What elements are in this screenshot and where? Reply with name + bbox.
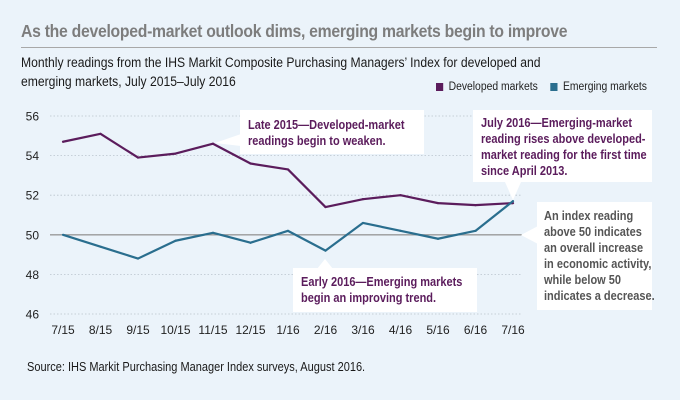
annotation-line: An index reading (544, 209, 634, 223)
x-axis-ticks: 7/15 8/15 9/15 10/15 11/15 12/15 1/16 2/16 3/16 4… (51, 323, 525, 337)
emerging-data-point (436, 237, 440, 240)
x-tick-label: 8/15 (89, 323, 113, 337)
legend-label-developed: Developed markets (448, 81, 538, 93)
pointer-july-2016 (505, 182, 521, 200)
developed-data-point (249, 162, 252, 165)
annotation-early-2016: Early 2016—Emerging markets begin an imp… (293, 268, 477, 312)
legend: Developed markets Emerging markets (436, 81, 647, 93)
x-tick-label: 4/16 (389, 323, 413, 337)
emerging-data-point (211, 231, 215, 234)
y-axis-ticks: 46 48 50 52 54 56 (26, 110, 40, 322)
emerging-data-point (61, 233, 65, 236)
x-tick-label: 9/15 (126, 323, 150, 337)
title-divider (21, 47, 657, 48)
developed-data-point (174, 152, 177, 155)
y-tick-label: 56 (26, 110, 40, 124)
legend-swatch-developed (436, 83, 444, 91)
emerging-data-point (361, 221, 365, 225)
chart-subtitle: Monthly readings from the IHS Markit Com… (21, 55, 541, 89)
annotation-line: begin an improving trend. (301, 291, 437, 305)
emerging-data-point (286, 229, 290, 232)
y-tick-label: 48 (26, 268, 40, 282)
annotation-late-2015: Late 2015—Developed-market readings begi… (240, 110, 424, 154)
annotation-index-note: An index reading above 50 indicates an o… (537, 202, 655, 310)
developed-data-point (436, 202, 440, 205)
developed-data-point (61, 140, 65, 143)
emerging-data-point (511, 200, 515, 203)
x-tick-label: 7/16 (501, 323, 525, 337)
annotation-line: above 50 indicates (544, 225, 642, 239)
x-tick-label: 11/15 (198, 323, 227, 337)
annotation-line: indicates a decrease. (544, 289, 655, 303)
emerging-data-point (399, 229, 402, 232)
x-tick-label: 7/15 (51, 323, 75, 337)
x-tick-label: 1/16 (276, 323, 300, 337)
developed-data-point (324, 205, 327, 209)
x-tick-label: 6/16 (464, 323, 488, 337)
pointer-late-2015 (215, 134, 241, 146)
emerging-data-point (474, 229, 477, 232)
x-tick-label: 12/15 (235, 323, 265, 337)
legend-item-emerging: Emerging markets (550, 81, 647, 93)
y-tick-label: 50 (26, 228, 40, 242)
pointer-index-note (521, 226, 538, 244)
annotation-line: market reading for the first time (481, 148, 647, 162)
developed-data-point (399, 194, 402, 197)
annotation-pointers (215, 134, 538, 269)
y-tick-label: 54 (26, 149, 40, 163)
y-tick-label: 52 (26, 189, 40, 203)
x-tick-label: 3/16 (351, 323, 375, 337)
pointer-early-2016 (317, 259, 333, 269)
annotation-line: readings begin to weaken. (248, 134, 386, 148)
legend-swatch-emerging (550, 83, 558, 91)
developed-data-point (286, 168, 290, 171)
legend-label-emerging: Emerging markets (562, 81, 647, 93)
annotation-july-2016: July 2016—Emerging-market reading rises … (473, 110, 652, 182)
annotation-line: while below 50 (544, 273, 622, 287)
emerging-data-point (324, 249, 327, 252)
x-tick-label: 5/16 (426, 323, 450, 337)
series-lines (61, 132, 515, 260)
chart-title: As the developed-market outlook dims, em… (21, 21, 568, 41)
developed-data-point (474, 204, 477, 207)
x-tick-label: 10/15 (160, 323, 190, 337)
source-note: Source: IHS Markit Purchasing Manager In… (27, 360, 366, 374)
developed-data-point (211, 142, 215, 145)
developed-data-point (99, 132, 102, 135)
annotation-line: since April 2013. (481, 164, 568, 178)
legend-item-developed: Developed markets (436, 81, 538, 93)
developed-data-point (136, 156, 140, 159)
emerging-data-point (249, 241, 252, 244)
x-tick-label: 2/16 (314, 323, 338, 337)
developed-data-point (361, 198, 365, 201)
annotation-line: Early 2016—Emerging markets (301, 275, 463, 289)
emerging-data-point (136, 257, 140, 260)
annotation-line: an overall increase (544, 241, 644, 255)
emerging-data-point (174, 239, 177, 242)
annotation-line: July 2016—Emerging-market (481, 116, 633, 130)
y-tick-label: 46 (26, 308, 40, 322)
emerging-data-point (99, 245, 102, 248)
annotation-line: reading rises above developed- (481, 132, 646, 146)
annotation-line: in economic activity, (544, 257, 652, 271)
annotation-line: Late 2015—Developed-market (248, 118, 405, 132)
